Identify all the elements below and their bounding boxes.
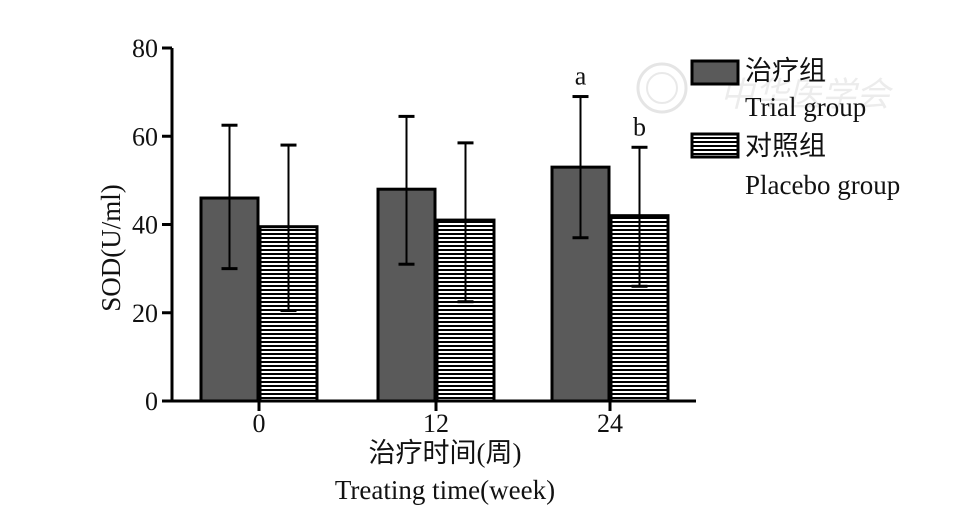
watermark: 中华医学会 xyxy=(636,62,894,115)
legend-swatch-trial xyxy=(690,59,740,86)
y-axis-title: SOD(U/ml) xyxy=(96,184,126,312)
y-tick-label: 0 xyxy=(145,387,158,416)
x-tick-label: 24 xyxy=(597,409,623,438)
watermark-seal-inner xyxy=(646,72,678,104)
significance-label: b xyxy=(633,112,646,141)
bars-group xyxy=(199,165,670,403)
legend-label-trial-cn: 治疗组 xyxy=(745,56,826,86)
y-tick-label: 60 xyxy=(132,122,158,151)
x-axis-title-cn: 治疗时间(周) xyxy=(369,438,522,468)
legend: 治疗组 Trial group 对照组 Placebo group xyxy=(690,56,900,200)
legend-label-placebo-en: Placebo group xyxy=(745,170,900,200)
error-bars-group xyxy=(221,95,648,313)
x-axis-title-en: Treating time(week) xyxy=(335,475,555,505)
significance-label: a xyxy=(575,62,587,91)
legend-label-placebo-cn: 对照组 xyxy=(745,131,826,161)
watermark-seal-icon xyxy=(636,62,688,114)
y-tick-label: 20 xyxy=(132,299,158,328)
watermark-text: 中华医学会 xyxy=(720,75,894,115)
x-tick-label: 12 xyxy=(423,409,449,438)
x-tick-label: 0 xyxy=(253,409,266,438)
ticks-group: 0 20 40 60 80 0 12 24 xyxy=(132,34,623,438)
annotations-group: ab xyxy=(575,62,646,142)
y-tick-label: 80 xyxy=(132,34,158,63)
legend-label-trial-en: Trial group xyxy=(745,92,866,122)
legend-swatch-placebo xyxy=(690,132,740,159)
y-tick-label: 40 xyxy=(132,211,158,240)
